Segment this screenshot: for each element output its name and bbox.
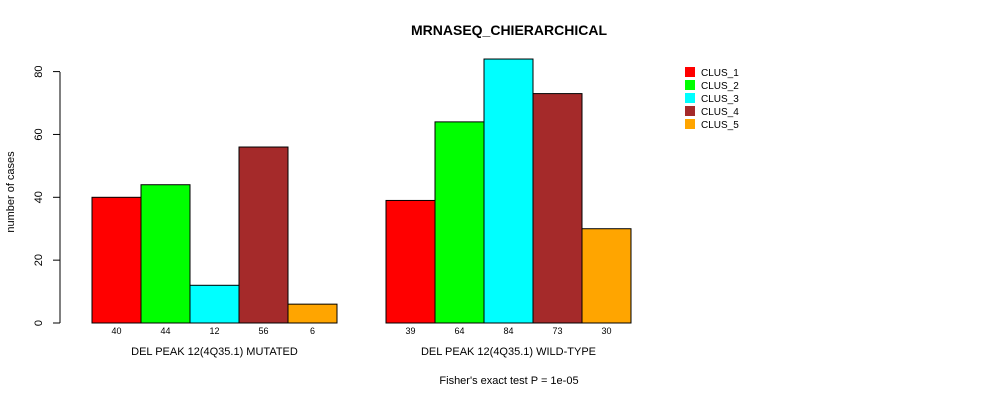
bar-group2-clus-1: [385, 199, 436, 324]
bar-value-label: 73: [552, 326, 562, 336]
bar-value-label: 39: [405, 326, 415, 336]
bar-group1-clus-4: [238, 146, 289, 324]
y-tick-label-80: 80: [33, 65, 45, 77]
legend-label-clus-2: CLUS_2: [701, 81, 739, 92]
group-labels: DEL PEAK 12(4Q35.1) MUTATED DEL PEAK 12(4…: [131, 346, 596, 358]
legend-swatch-clus-2: [685, 80, 695, 90]
y-tick-label-40: 40: [33, 191, 45, 203]
bar-group1-clus-2: [140, 184, 191, 324]
y-tick-label-0: 0: [33, 320, 45, 326]
y-axis: 0 20 40 60 80: [33, 65, 61, 326]
bar-group1-clus-5: [287, 303, 338, 324]
bars: [91, 58, 632, 324]
bar-group2-clus-4: [532, 93, 583, 324]
group-label-2: DEL PEAK 12(4Q35.1) WILD-TYPE: [421, 346, 596, 358]
bar-value-label: 56: [258, 326, 268, 336]
bar-value-label: 40: [111, 326, 121, 336]
bar-group2-clus-2: [434, 121, 485, 324]
y-axis-label: number of cases: [5, 151, 17, 233]
legend-swatch-clus-5: [685, 119, 695, 129]
y-tick-label-20: 20: [33, 254, 45, 266]
bar-value-label: 44: [160, 326, 170, 336]
legend-swatch-clus-1: [685, 67, 695, 77]
legend-label-clus-3: CLUS_3: [701, 94, 739, 105]
bar-group2-clus-5: [581, 228, 632, 324]
bar-value-label: 12: [209, 326, 219, 336]
fisher-test-footnote: Fisher's exact test P = 1e-05: [439, 375, 578, 387]
bar-group2-clus-3: [483, 58, 534, 324]
legend-label-clus-4: CLUS_4: [701, 107, 739, 118]
bar-value-labels: 40 44 12 56 6 39 64 84 73 30: [111, 326, 611, 336]
legend-swatch-clus-3: [685, 93, 695, 103]
bar-group1-clus-1: [91, 196, 142, 324]
bar-value-label: 6: [310, 326, 315, 336]
chart-title: MRNASEQ_CHIERARCHICAL: [411, 22, 607, 38]
bar-value-label: 84: [503, 326, 513, 336]
group-label-1: DEL PEAK 12(4Q35.1) MUTATED: [131, 346, 298, 358]
legend-swatch-clus-4: [685, 106, 695, 116]
y-tick-label-60: 60: [33, 128, 45, 140]
bar-value-label: 30: [601, 326, 611, 336]
legend: CLUS_1 CLUS_2 CLUS_3 CLUS_4 CLUS_5: [685, 67, 739, 131]
legend-label-clus-5: CLUS_5: [701, 120, 739, 131]
bar-group1-clus-3: [189, 284, 240, 324]
legend-label-clus-1: CLUS_1: [701, 68, 739, 79]
bar-value-label: 64: [454, 326, 464, 336]
